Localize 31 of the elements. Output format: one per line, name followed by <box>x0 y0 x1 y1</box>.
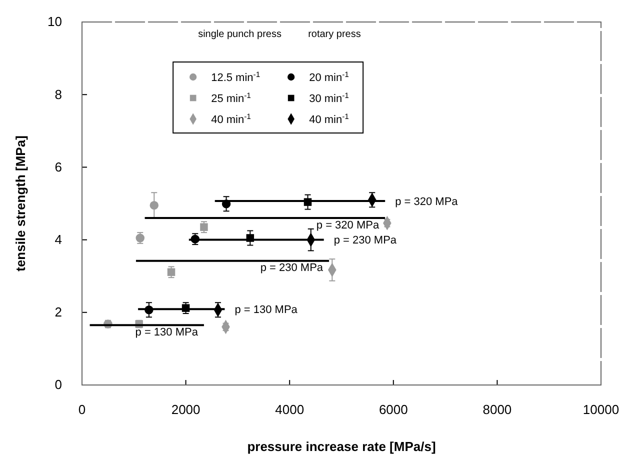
series-label: p = 320 MPa <box>395 196 459 208</box>
x-tick-label: 10000 <box>582 402 620 418</box>
point <box>167 268 176 276</box>
legend-label: 12.5 min$^{-1}$ <box>211 69 260 84</box>
y-tick-label: 0 <box>54 377 62 392</box>
legend-label: 40 min$^{-1}$ <box>211 111 251 126</box>
x-tick-label: 6000 <box>378 402 408 418</box>
series-label: p = 230 MPa <box>260 262 324 274</box>
legend-label: 40 min$^{-1}$ <box>309 111 349 126</box>
x-tick-label: 4000 <box>275 402 304 418</box>
annotation: single punch press <box>198 29 282 40</box>
series-label: p = 320 MPa <box>316 219 380 232</box>
y-tick-label: 2 <box>54 304 62 320</box>
x-axis-title: pressure increase rate [MPa/s] <box>247 439 436 454</box>
annotation: rotary press <box>308 29 361 40</box>
point <box>150 200 159 210</box>
y-axis-title: tensile strength [MPa] <box>13 136 28 272</box>
x-tick-label: 2000 <box>171 402 200 418</box>
y-tick-label: 6 <box>54 159 62 174</box>
x-tick-label: 8000 <box>482 402 512 418</box>
series-label: p = 230 MPa <box>334 234 398 247</box>
x-tick-label: 0 <box>78 402 86 418</box>
y-tick-label: 8 <box>54 86 62 102</box>
legend-label: 25 min$^{-1}$ <box>211 90 251 105</box>
legend-label: 30 min$^{-1}$ <box>309 90 349 105</box>
point <box>200 223 208 231</box>
series-label: p = 130 MPa <box>135 326 199 338</box>
y-tick-label: 10 <box>48 14 62 30</box>
series-label: p = 130 MPa <box>234 304 298 316</box>
y-tick-label: 4 <box>54 232 62 247</box>
legend-label: 20 min$^{-1}$ <box>309 69 349 84</box>
